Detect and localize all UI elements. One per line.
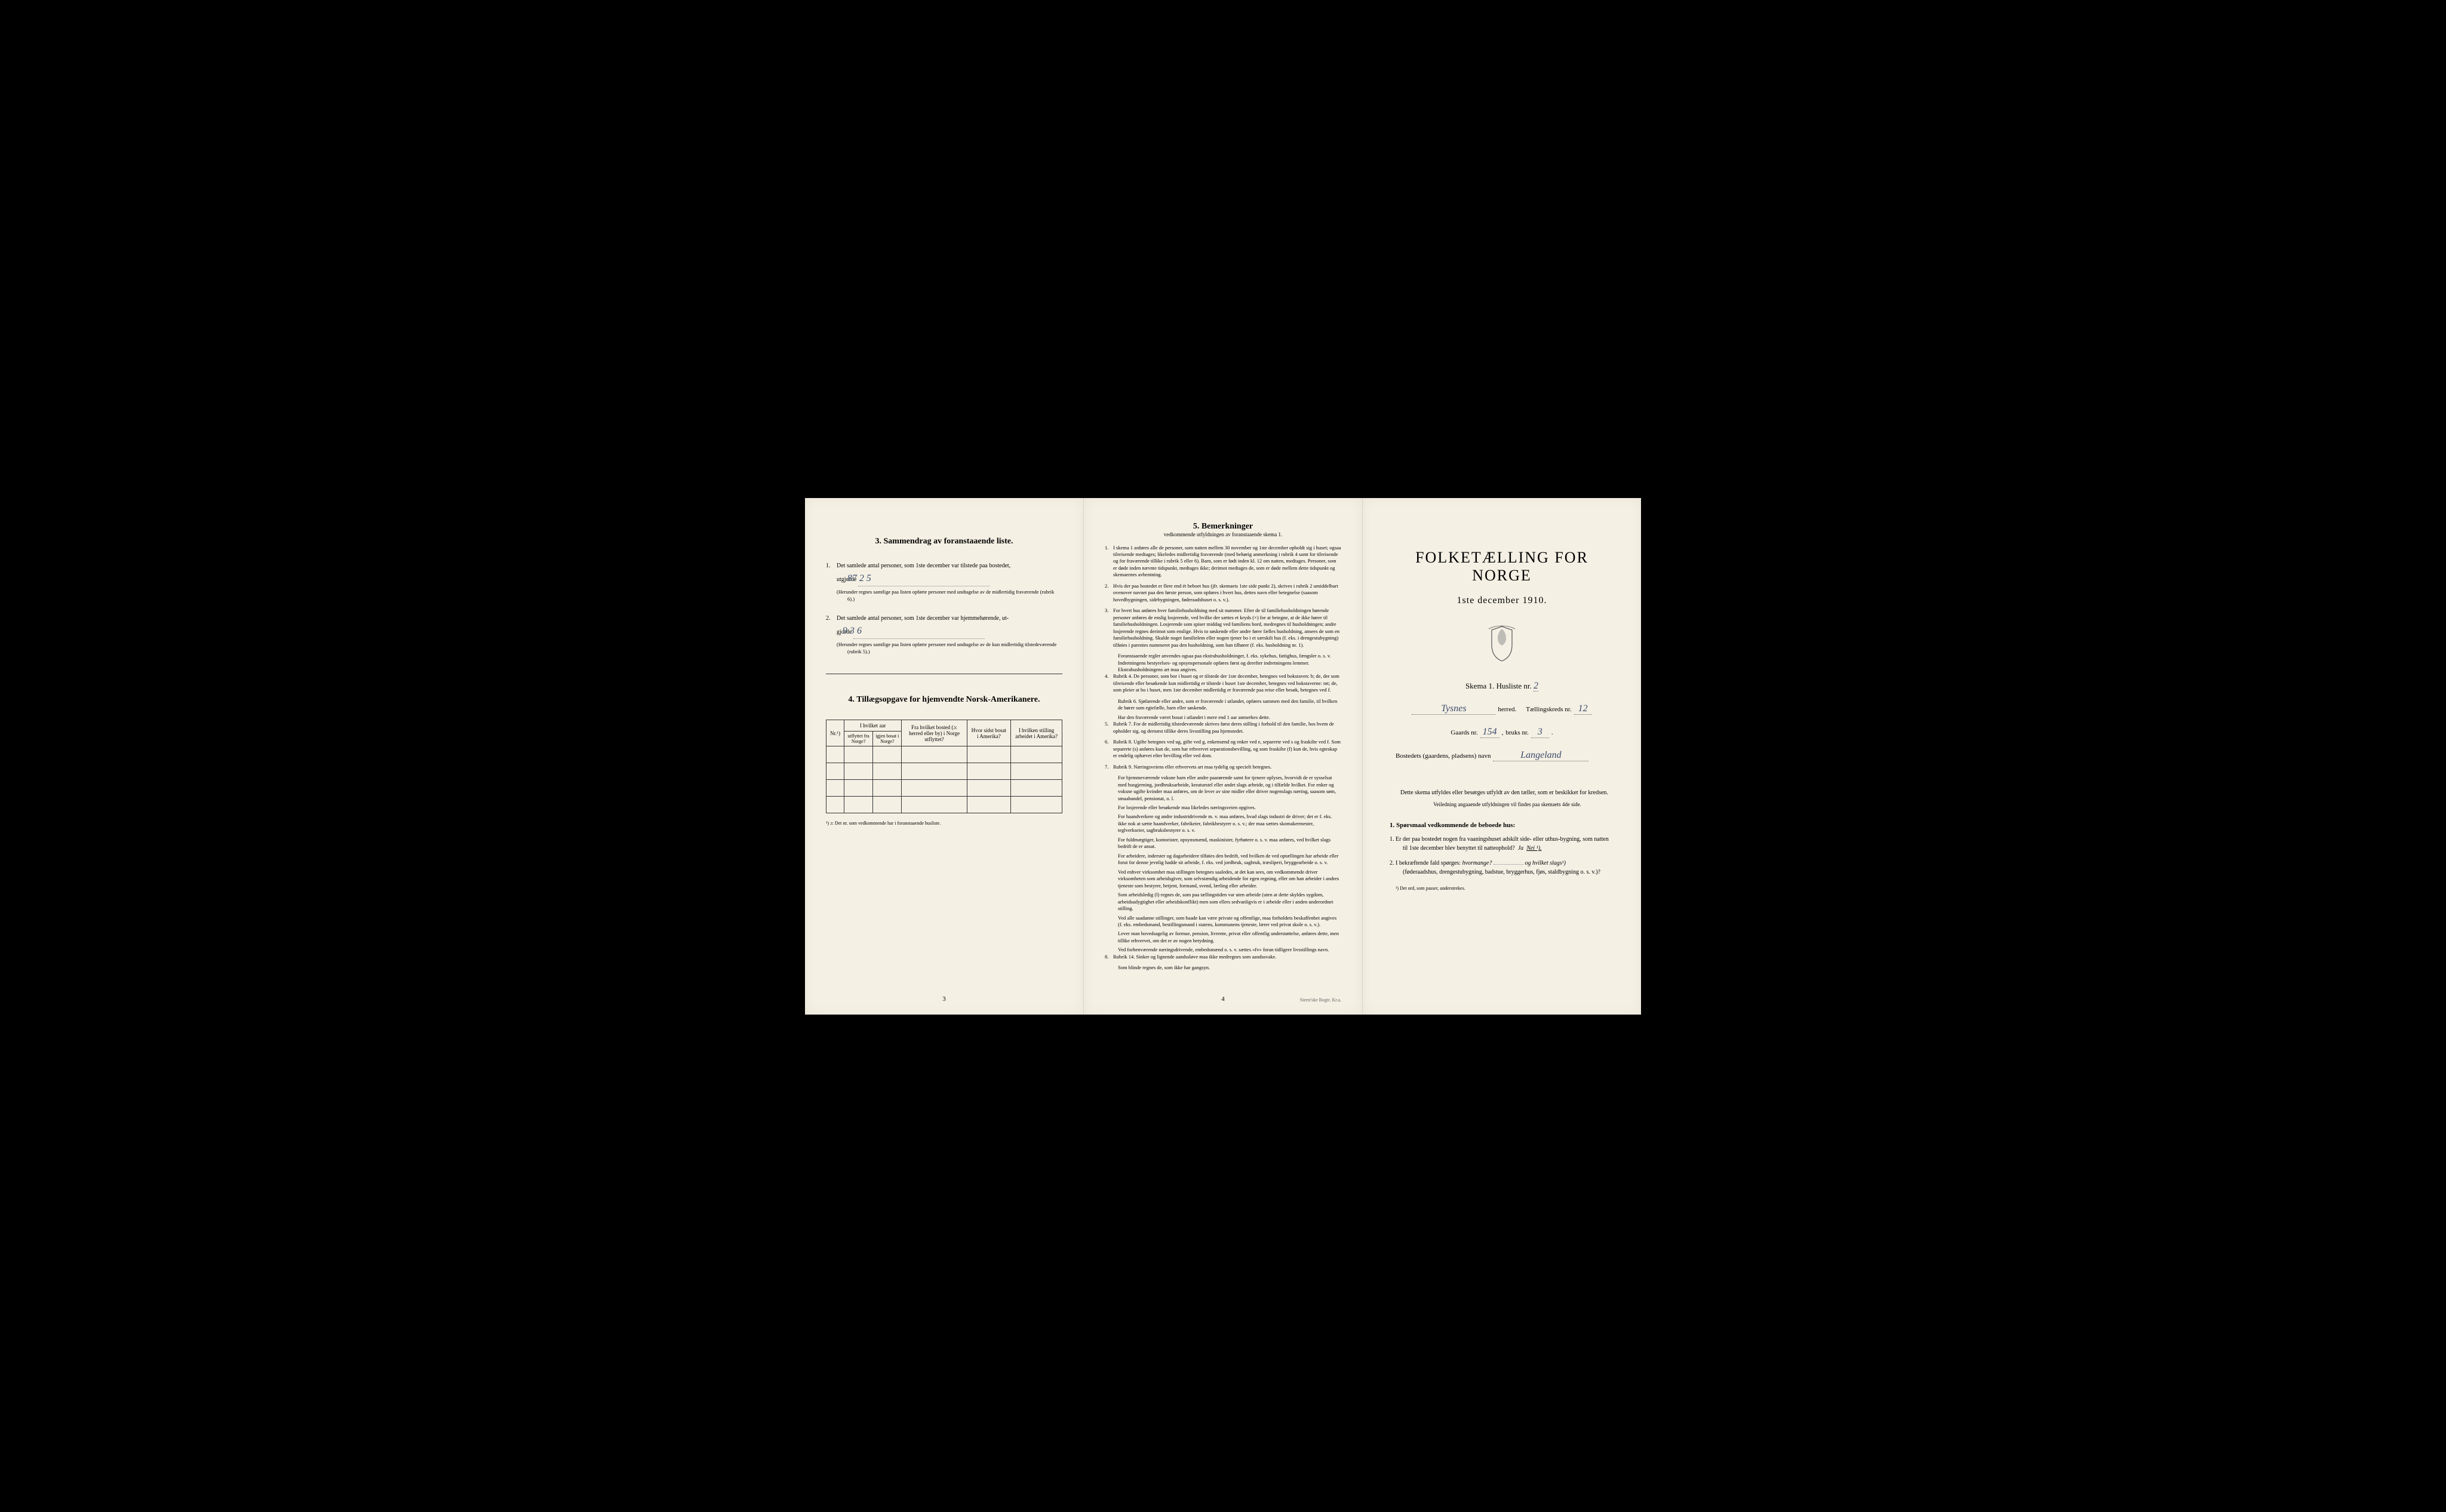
bruk-nr: 3 (1531, 727, 1549, 738)
section-3-heading: 3. Sammendrag av foranstaaende liste. (826, 537, 1062, 546)
ja-option: Ja (1518, 845, 1523, 852)
remark-sub: For fuldmægtiger, kontorister, opsynsmæn… (1105, 837, 1341, 850)
remark-item: 8.Rubrik 14. Sinker og lignende aandsslø… (1105, 954, 1341, 960)
printer-credit: Steen'ske Bogtr. Kr.a. (1300, 997, 1341, 1003)
page-3: 3. Sammendrag av foranstaaende liste. 1.… (805, 498, 1084, 1015)
subtitle: 1ste december 1910. (1384, 595, 1620, 606)
table-row (826, 746, 1062, 763)
remark-item: 6.Rubrik 8. Ugifte betegnes ved ug, gift… (1105, 739, 1341, 759)
remark-sub: Lever man hovedsagelig av formue, pensio… (1105, 930, 1341, 944)
nei-option: Nei ¹). (1526, 845, 1541, 852)
remark-sub: Foranstaaende regler anvendes ogsaa paa … (1105, 653, 1341, 673)
summary-item-2: 2.Det samlede antal personer, som 1ste d… (826, 614, 1062, 656)
remark-sub: Ved enhver virksomhet maa stillingen bet… (1105, 869, 1341, 889)
item1-note: (Herunder regnes samtlige paa listen opf… (837, 589, 1062, 603)
col-nr: Nr.¹) (826, 720, 844, 746)
question-1: 1. Er der paa bostedet nogen fra vaaning… (1390, 835, 1614, 853)
remark-sub: For haandverkere og andre industridriven… (1105, 813, 1341, 834)
herred-row: Tysnes herred. Tællingskreds nr. 12 (1384, 703, 1620, 715)
remark-item: 4.Rubrik 4. De personer, som bor i huset… (1105, 673, 1341, 693)
page-number: 3 (942, 995, 946, 1003)
kreds-nr: 12 (1574, 703, 1592, 715)
remarks-list: 1.I skema 1 anføres alle de personer, so… (1105, 545, 1341, 972)
desc-1: Dette skema utfyldes eller besørges utfy… (1390, 788, 1614, 797)
col-occupation: I hvilken stilling arbeidet i Amerika? (1011, 720, 1062, 746)
herred-value: Tysnes (1412, 703, 1495, 715)
tilstede-count: 87 2 5 (858, 571, 990, 587)
bosted-value: Langeland (1493, 750, 1588, 761)
table-row (826, 797, 1062, 813)
emigrant-table: Nr.¹) I hvilket aar Fra hvilket bosted (… (826, 720, 1062, 813)
husliste-nr: 2 (1534, 681, 1538, 692)
remark-item: 1.I skema 1 anføres alle de personer, so… (1105, 545, 1341, 579)
questions-header: 1. Spørsmaal vedkommende de beboede hus: (1384, 822, 1620, 829)
schema-line: Skema 1. Husliste nr. 2 (1384, 681, 1620, 692)
description-block: Dette skema utfyldes eller besørges utfy… (1384, 788, 1620, 809)
summary-item-1: 1.Det samlede antal personer, som 1ste d… (826, 561, 1062, 603)
remark-sub: For arbeidere, inderster og dagarbeidere… (1105, 853, 1341, 866)
question-2: 2. I bekræftende fald spørges: hvormange… (1390, 859, 1614, 877)
remarks-subheading: vedkommende utfyldningen av foranstaaend… (1105, 531, 1341, 537)
remark-sub: For hjemmeværende voksne barn eller andr… (1105, 775, 1341, 802)
table-row (826, 780, 1062, 797)
questions: 1. Er der paa bostedet nogen fra vaaning… (1384, 835, 1620, 877)
col-emigrated: utflyttet fra Norge? (844, 732, 872, 746)
desc-2: Veiledning angaaende utfyldningen vil fi… (1390, 801, 1614, 809)
remarks-heading: 5. Bemerkninger (1105, 522, 1341, 531)
remark-sub: Rubrik 6. Sjøfarende eller andre, som er… (1105, 698, 1341, 712)
table-footnote: ¹) ɔ: Det nr. som vedkommende har i fora… (826, 820, 1062, 826)
remark-sub: Som arbeidsledig (l) regnes de, som paa … (1105, 892, 1341, 912)
remark-sub: Ved forhenværende næringsdrivende, embed… (1105, 946, 1341, 953)
remark-sub: For losjerende eller besøkende maa likel… (1105, 804, 1341, 811)
col-year-group: I hvilket aar (844, 720, 901, 732)
document-spread: 3. Sammendrag av foranstaaende liste. 1.… (805, 498, 1641, 1015)
title-page: FOLKETÆLLING FOR NORGE 1ste december 191… (1363, 498, 1641, 1015)
remark-item: 7.Rubrik 9. Næringsveiens eller erhverve… (1105, 764, 1341, 770)
gaard-nr: 154 (1480, 727, 1499, 738)
table-row (826, 763, 1062, 780)
col-from: Fra hvilket bosted (ɔ: herred eller by) … (902, 720, 967, 746)
q2-count-field (1494, 864, 1523, 865)
remark-item: 2.Hvis der paa bostedet er flere end ét … (1105, 583, 1341, 603)
item2-note: (Herunder regnes samtlige paa listen opf… (837, 641, 1062, 656)
remark-item: 5.Rubrik 7. For de midlertidig tilstedev… (1105, 721, 1341, 735)
gaard-row: Gaards nr. 154, bruks nr. 3. (1384, 727, 1620, 738)
main-title: FOLKETÆLLING FOR NORGE (1384, 549, 1620, 585)
page-number: 4 (1221, 995, 1225, 1003)
right-footnote: ¹) Det ord, som passer, understrekes. (1384, 886, 1620, 891)
col-last-us: Hvor sidst bosat i Amerika? (967, 720, 1010, 746)
norway-crest-icon (1486, 624, 1519, 663)
remark-sub: Ved alle saadanne stillinger, som baade … (1105, 915, 1341, 929)
bosted-row: Bostedets (gaardens, pladsens) navn Lang… (1384, 750, 1620, 761)
page-4: 5. Bemerkninger vedkommende utfyldningen… (1084, 498, 1363, 1015)
remark-sub: Har den fraværende været bosat i utlande… (1105, 714, 1341, 721)
section-4-heading: 4. Tillægsopgave for hjemvendte Norsk-Am… (826, 695, 1062, 705)
remark-sub: Som blinde regnes de, som ikke har gangs… (1105, 964, 1341, 971)
col-returned: igjen bosat i Norge? (873, 732, 902, 746)
remark-item: 3.For hvert hus anføres hver familiehush… (1105, 607, 1341, 649)
hjemme-count: 9 3 6 (853, 623, 985, 640)
